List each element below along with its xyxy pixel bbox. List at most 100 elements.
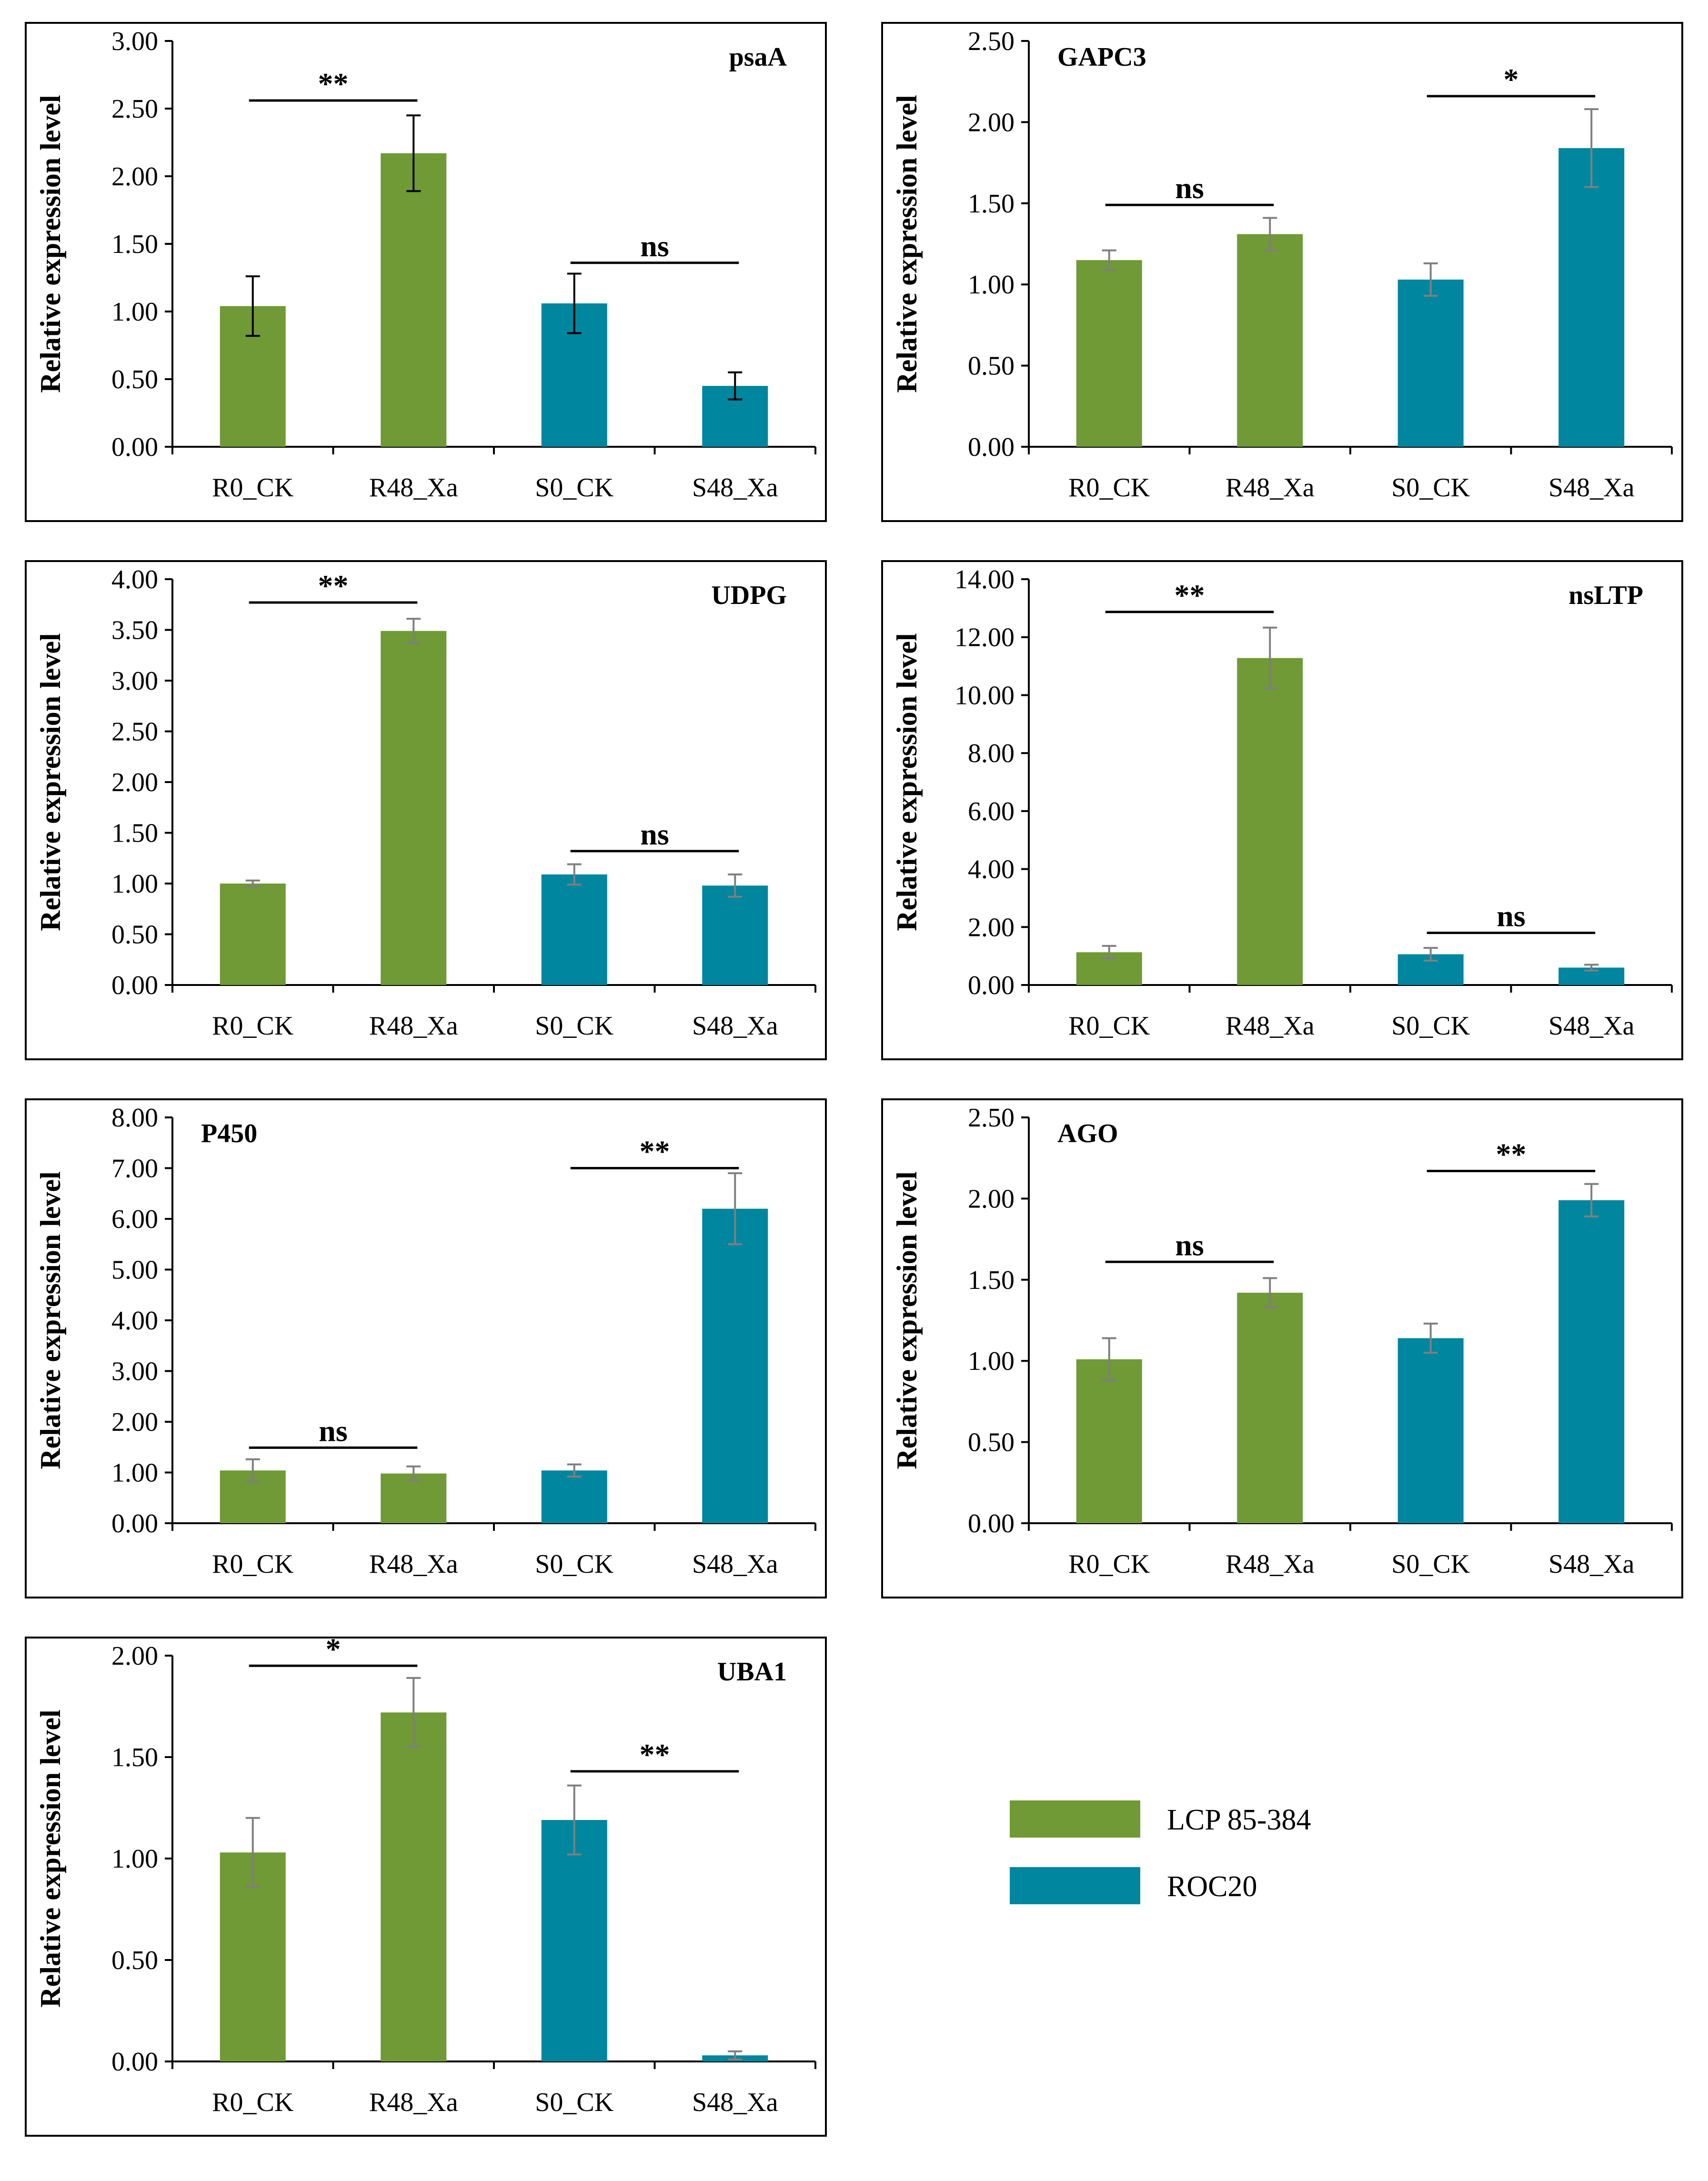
significance-label: ns (1175, 1228, 1204, 1262)
chart-nsLTP: 0.00 2.00 4.00 6.00 8.00 10.00 12.00 14.00 R0_CK… (881, 560, 1683, 1060)
bar (381, 153, 447, 447)
y-tick-label: 2.00 (111, 162, 158, 191)
bar (1237, 658, 1303, 985)
x-tick-label: S0_CK (535, 2088, 613, 2117)
panel-title: UDPG (711, 581, 787, 610)
bar (1558, 148, 1625, 447)
legend-item: LCP 85-384 (1010, 1800, 1391, 1838)
y-tick-label: 1.50 (968, 189, 1015, 219)
bar (381, 1712, 447, 2061)
y-tick-label: 1.00 (968, 1347, 1015, 1376)
y-tick-label: 1.00 (111, 1458, 158, 1488)
chart-panel-UDPG: 0.00 0.50 1.00 1.50 2.00 2.50 3.00 3.50 4.00 R0_C… (25, 560, 827, 1060)
significance-label: ** (640, 1738, 670, 1771)
bar (1397, 279, 1464, 447)
y-tick-label: 3.50 (111, 616, 158, 645)
bar (1076, 260, 1142, 447)
panel-title: AGO (1057, 1119, 1118, 1148)
y-tick-label: 8.00 (968, 739, 1015, 768)
bar (702, 1208, 768, 1523)
legend-swatch-roc20 (1010, 1867, 1140, 1904)
panel-title: nsLTP (1568, 581, 1643, 610)
y-tick-label: 12.00 (954, 623, 1015, 653)
x-tick-label: R48_Xa (369, 2088, 458, 2117)
y-tick-label: 1.50 (111, 819, 158, 848)
y-tick-label: 0.50 (111, 365, 158, 394)
y-tick-label: 1.50 (111, 230, 158, 259)
x-tick-label: R0_CK (212, 2088, 293, 2117)
x-tick-label: S48_Xa (692, 1011, 778, 1041)
chart-AGO: 0.00 0.50 1.00 1.50 2.00 2.50 R0_CK R48_Xa S0_CK… (881, 1098, 1683, 1598)
y-axis-label: Relative expression level (891, 95, 923, 392)
y-tick-label: 2.50 (111, 717, 158, 747)
y-tick-label: 8.00 (111, 1103, 158, 1133)
x-tick-label: S48_Xa (692, 1549, 778, 1579)
significance-label: ns (640, 817, 669, 851)
y-tick-label: 4.00 (968, 855, 1015, 884)
x-tick-label: R0_CK (1068, 1549, 1150, 1579)
y-tick-label: 0.50 (111, 1946, 158, 1975)
y-tick-label: 0.00 (111, 971, 158, 1000)
y-tick-label: 2.00 (111, 1407, 158, 1437)
y-tick-label: 1.00 (968, 270, 1015, 300)
legend-item: ROC20 (1010, 1867, 1391, 1904)
significance-label: ** (318, 569, 349, 603)
legend-swatch-lcp (1010, 1800, 1140, 1838)
bar (1237, 1293, 1303, 1523)
y-tick-label: 14.00 (954, 565, 1015, 594)
significance-label: ** (1175, 578, 1205, 612)
significance-label: ns (1175, 171, 1204, 205)
panel-title: P450 (201, 1119, 257, 1148)
y-tick-label: 1.00 (111, 297, 158, 327)
chart-panel-AGO: 0.00 0.50 1.00 1.50 2.00 2.50 R0_CK R48_Xa S0_CK… (881, 1098, 1683, 1598)
y-tick-label: 2.50 (968, 1103, 1015, 1133)
chart-panel-P450: 0.00 1.00 2.00 3.00 4.00 5.00 6.00 7.00 8.00 R0_C… (25, 1098, 827, 1598)
y-tick-label: 0.00 (968, 971, 1015, 1000)
y-tick-label: 2.00 (968, 913, 1015, 942)
y-tick-label: 10.00 (954, 681, 1015, 710)
bar (541, 874, 607, 985)
significance-label: ns (319, 1414, 348, 1447)
x-tick-label: R0_CK (1068, 1011, 1150, 1041)
bar (541, 1820, 607, 2061)
chart-panel-UBA1: 0.00 0.50 1.00 1.50 2.00 R0_CK R48_Xa S0_CK S48_… (25, 1637, 827, 2137)
chart-UBA1: 0.00 0.50 1.00 1.50 2.00 R0_CK R48_Xa S0_CK S48_… (25, 1637, 827, 2137)
y-tick-label: 5.00 (111, 1256, 158, 1285)
x-tick-label: R48_Xa (1226, 473, 1315, 503)
y-tick-label: 0.50 (111, 920, 158, 950)
y-tick-label: 2.00 (968, 1184, 1015, 1214)
y-tick-label: 4.00 (111, 565, 158, 594)
y-tick-label: 7.00 (111, 1154, 158, 1184)
y-tick-label: 0.00 (968, 432, 1015, 462)
legend-label: LCP 85-384 (1167, 1804, 1311, 1836)
bar (381, 631, 447, 985)
bar (381, 1473, 447, 1523)
bar (1076, 1359, 1142, 1523)
x-tick-label: S0_CK (535, 1549, 613, 1579)
panel-title: psaA (729, 42, 787, 72)
panel-title: UBA1 (717, 1657, 787, 1687)
chart-panel-nsLTP: 0.00 2.00 4.00 6.00 8.00 10.00 12.00 14.00 R0_CK… (881, 560, 1683, 1060)
y-tick-label: 2.00 (968, 108, 1015, 137)
y-tick-label: 2.50 (111, 94, 158, 124)
chart-panel-GAPC3: 0.00 0.50 1.00 1.50 2.00 2.50 R0_CK R48_Xa S0_CK… (881, 22, 1683, 522)
x-tick-label: R0_CK (1068, 473, 1150, 503)
legend: LCP 85-384 ROC20 (1010, 1800, 1391, 1915)
x-tick-label: R48_Xa (1226, 1011, 1315, 1041)
bar (702, 885, 768, 985)
x-tick-label: S0_CK (1391, 1549, 1470, 1579)
y-tick-label: 3.00 (111, 27, 158, 56)
bar (220, 884, 286, 985)
y-tick-label: 6.00 (968, 797, 1015, 826)
y-tick-label: 0.00 (111, 1509, 158, 1538)
significance-label: ** (1496, 1137, 1527, 1171)
y-tick-label: 3.00 (111, 666, 158, 696)
x-tick-label: S48_Xa (692, 2088, 778, 2117)
y-tick-label: 0.00 (968, 1509, 1015, 1538)
significance-label: ** (318, 67, 349, 101)
y-tick-label: 0.00 (111, 2047, 158, 2077)
y-tick-label: 2.00 (111, 1641, 158, 1671)
x-tick-label: R0_CK (212, 473, 293, 503)
x-tick-label: S0_CK (1391, 473, 1470, 503)
